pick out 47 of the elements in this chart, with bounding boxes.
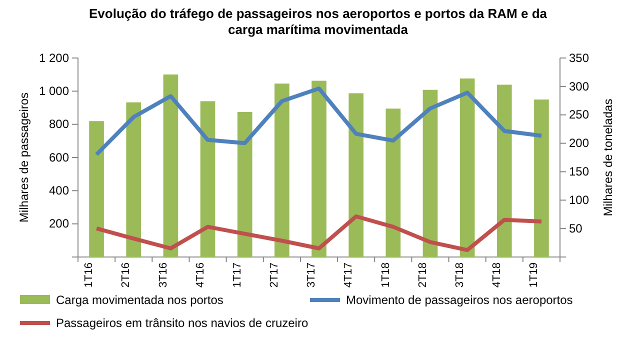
y2-tick-label: 350 [569, 50, 590, 65]
y2-tick-label: 100 [569, 192, 590, 207]
line-series [94, 86, 544, 157]
bar [422, 90, 438, 257]
y2-tick-label: 50 [569, 221, 583, 236]
y2-tick-label: 250 [569, 108, 590, 122]
bar [386, 108, 401, 257]
y2-tick-label: 150 [569, 164, 590, 179]
y-tick-label: 1 000 [38, 84, 70, 98]
x-tick-label: 1T19 [528, 262, 540, 288]
x-tick-label: 4T16 [194, 262, 206, 288]
bar [534, 100, 549, 257]
x-tick-label: 2T17 [268, 262, 281, 288]
x-tick-label: 2T18 [416, 262, 429, 288]
y-tick-label: 1 200 [38, 50, 70, 65]
bar [89, 121, 104, 257]
x-tick-label: 3T17 [306, 262, 318, 288]
x-tick-label: 3T16 [157, 262, 170, 288]
legend-label: Carga movimentada nos portos [56, 293, 224, 307]
y-axis-title: Milhares de passageiros [17, 92, 31, 223]
y2-tick-label: 200 [569, 136, 590, 150]
x-tick-label: 4T17 [342, 262, 355, 288]
x-tick-label: 1T16 [83, 262, 96, 288]
bar [237, 112, 252, 257]
x-tick-label: 2T16 [120, 262, 132, 288]
bar [312, 80, 326, 257]
y-tick-label: 200 [48, 216, 70, 231]
bar [163, 74, 178, 257]
bar [126, 102, 142, 257]
x-tick-label: 4T18 [490, 262, 503, 288]
chart-title: Evolução do tráfego de passageiros nos aeroportos e portos da RAM e da carga marítima movimentada [89, 6, 548, 37]
y-tick-label: 600 [48, 150, 70, 164]
legend-label: Movimento de passageiros nos aeroportos [346, 293, 573, 307]
line-series [94, 214, 544, 252]
legend-label: Passageiros em trânsito nos navios de cruzeiro [56, 316, 308, 330]
bar [348, 93, 364, 257]
x-tick-label: 1T18 [380, 262, 392, 288]
bar [496, 84, 512, 257]
bar [460, 78, 475, 257]
y2-tick-label: 300 [569, 79, 590, 94]
x-tick-label: 1T17 [231, 262, 244, 288]
y2-axis-title: Milhares de toneladas [601, 98, 615, 216]
x-tick-label: 3T18 [454, 262, 466, 288]
bar [200, 101, 216, 257]
y-tick-label: 800 [48, 117, 70, 132]
bar [274, 84, 290, 257]
y-tick-label: 400 [48, 184, 70, 198]
